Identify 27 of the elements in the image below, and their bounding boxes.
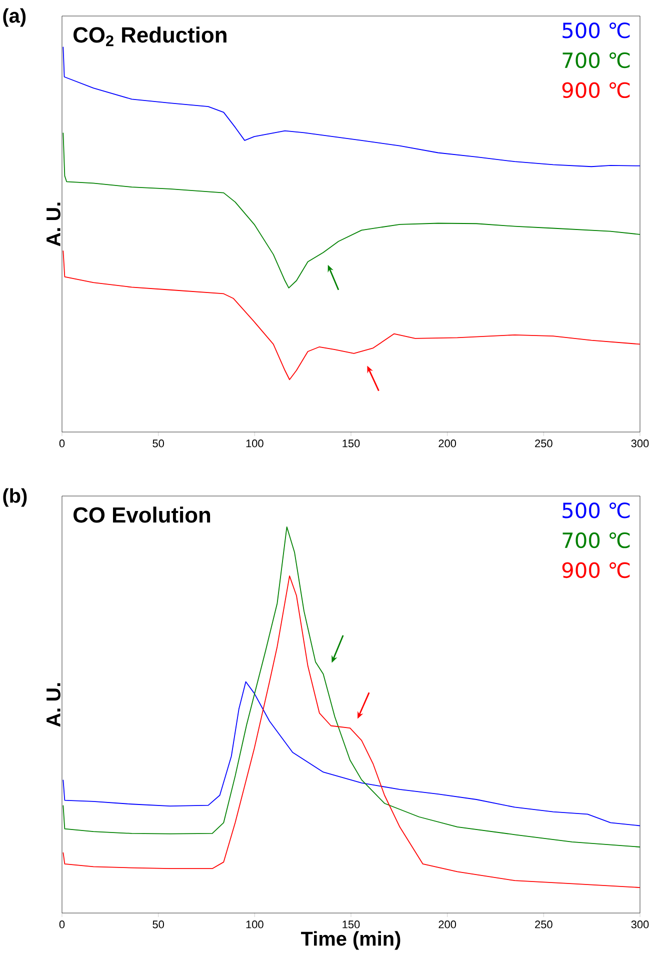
x-tick-label: 100 [246, 920, 264, 928]
y-axis-title: A. U. [46, 202, 60, 246]
x-tick-label: 250 [535, 440, 552, 448]
x-tick-label: 250 [535, 920, 552, 928]
x-tick-label: 300 [631, 920, 649, 928]
text: 500 ℃ [562, 22, 630, 38]
x-tick-label: 50 [152, 440, 164, 448]
x-axis-title: Time (min) [301, 931, 400, 950]
text: 700 ℃ [562, 52, 630, 68]
x-tick-label: 0 [59, 920, 65, 928]
x-tick-label: 0 [59, 440, 65, 448]
chart-title: CO Evolution [74, 506, 210, 523]
x-tick-label: 50 [152, 920, 164, 928]
chart-title: CO$_{2}$ Reduction [74, 26, 226, 46]
x-tick-label: 100 [246, 440, 264, 448]
x-tick-label: 200 [438, 440, 456, 448]
x-tick-label: 300 [631, 440, 649, 448]
x-tick-label: 150 [342, 440, 360, 448]
y-axis-title: A. U. [46, 683, 60, 727]
x-tick-label: 200 [438, 920, 456, 928]
text: (a) [3, 8, 26, 27]
text: (b) [3, 488, 27, 507]
x-tick-label: 150 [342, 920, 360, 928]
text: 700 ℃ [562, 532, 630, 548]
text: 500 ℃ [562, 502, 630, 518]
text: 900 ℃ [562, 82, 630, 98]
text: 900 ℃ [562, 562, 630, 578]
